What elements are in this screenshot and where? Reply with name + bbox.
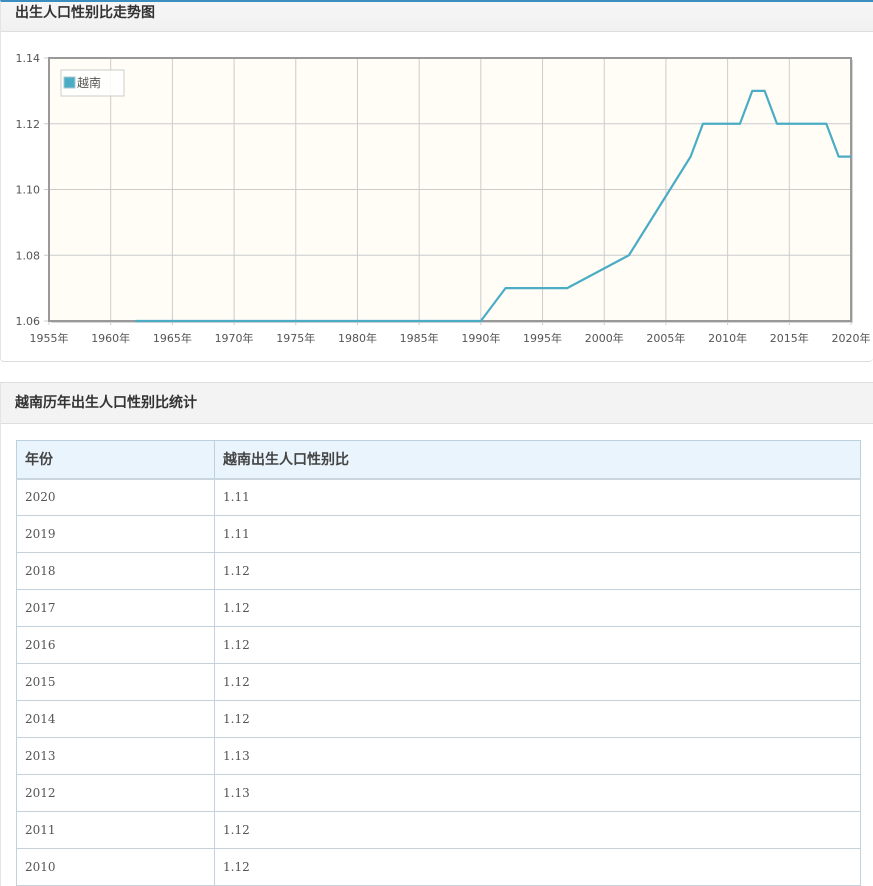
cell-ratio: 1.13 — [214, 737, 861, 775]
x-tick-label: 1990年 — [461, 331, 500, 345]
table-row: 2013 1.13 — [16, 737, 861, 775]
x-tick-label: 1985年 — [400, 331, 439, 345]
cell-year: 2017 — [16, 589, 215, 627]
chart-panel-title: 出生人口性别比走势图 — [1, 2, 873, 32]
table-row: 2012 1.13 — [16, 774, 861, 812]
table-row: 2016 1.12 — [16, 626, 861, 664]
cell-ratio: 1.12 — [214, 552, 861, 590]
x-tick-label: 1965年 — [153, 331, 192, 345]
table-row: 2020 1.11 — [16, 478, 861, 516]
cell-ratio: 1.12 — [214, 663, 861, 701]
table-row: 2014 1.12 — [16, 700, 861, 738]
series-line — [135, 89, 851, 323]
table-row: 2015 1.12 — [16, 663, 861, 701]
cell-ratio: 1.12 — [214, 700, 861, 738]
table-header-row: 年份 越南出生人口性别比 — [16, 440, 861, 480]
y-tick-label: 1.12 — [16, 118, 41, 131]
table-row: 2018 1.12 — [16, 552, 861, 590]
table-panel: 越南历年出生人口性别比统计 年份 越南出生人口性别比 2020 1.11 2019 1… — [0, 382, 873, 886]
x-tick-label: 1955年 — [30, 331, 69, 345]
cell-year: 2013 — [16, 737, 215, 775]
cell-year: 2011 — [16, 811, 215, 849]
column-header-year: 年份 — [16, 440, 215, 480]
x-tick-label: 1975年 — [276, 331, 315, 345]
table-row: 2019 1.11 — [16, 515, 861, 553]
cell-year: 2018 — [16, 552, 215, 590]
y-tick-label: 1.10 — [16, 184, 41, 197]
legend-box — [60, 69, 125, 97]
cell-year: 2014 — [16, 700, 215, 738]
cell-ratio: 1.12 — [214, 848, 861, 886]
sex-ratio-table: 年份 越南出生人口性别比 2020 1.11 2019 1.11 2018 1.12 201… — [16, 440, 861, 886]
column-header-ratio: 越南出生人口性别比 — [214, 440, 861, 480]
legend-label: 越南 — [77, 75, 101, 90]
cell-year: 2020 — [16, 478, 215, 516]
x-tick-label: 2015年 — [770, 331, 809, 345]
x-tick-label: 2005年 — [646, 331, 685, 345]
x-tick-label: 2010年 — [708, 331, 747, 345]
x-tick-label: 2000年 — [585, 331, 624, 345]
x-tick-label: 1960年 — [91, 331, 130, 345]
x-tick-label: 1980年 — [338, 331, 377, 345]
legend-swatch-icon — [63, 76, 76, 89]
cell-ratio: 1.12 — [214, 589, 861, 627]
table-row: 2017 1.12 — [16, 589, 861, 627]
x-tick-label: 2020年 — [832, 331, 871, 345]
cell-ratio: 1.11 — [214, 478, 861, 516]
x-tick-label: 1995年 — [523, 331, 562, 345]
cell-year: 2016 — [16, 626, 215, 664]
y-tick-label: 1.14 — [16, 52, 41, 65]
table-row: 2011 1.12 — [16, 811, 861, 849]
table-panel-title: 越南历年出生人口性别比统计 — [1, 383, 873, 424]
cell-year: 2012 — [16, 774, 215, 812]
cell-year: 2019 — [16, 515, 215, 553]
chart-panel: 出生人口性别比走势图 1955年 1960年 1965年 1970年 1975年 1980… — [0, 0, 873, 362]
cell-year: 2015 — [16, 663, 215, 701]
y-tick-label: 1.06 — [16, 315, 41, 328]
cell-year: 2010 — [16, 848, 215, 886]
table-row: 2010 1.12 — [16, 848, 861, 886]
y-tick-label: 1.08 — [16, 249, 41, 262]
cell-ratio: 1.11 — [214, 515, 861, 553]
line-chart: 1955年 1960年 1965年 1970年 1975年 1980年 1985年 1990年… — [16, 52, 871, 345]
cell-ratio: 1.12 — [214, 626, 861, 664]
cell-ratio: 1.13 — [214, 774, 861, 812]
cell-ratio: 1.12 — [214, 811, 861, 849]
x-tick-label: 1970年 — [215, 331, 254, 345]
